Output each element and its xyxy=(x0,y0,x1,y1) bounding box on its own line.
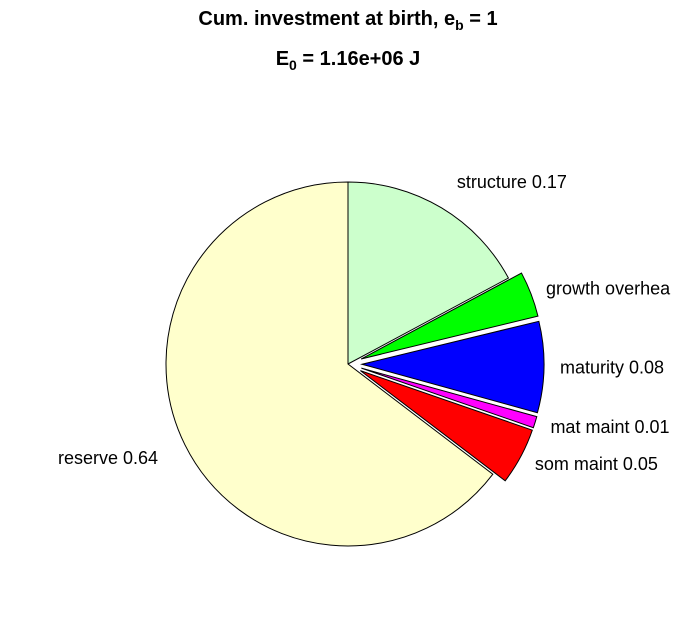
chart-subtitle: E0 = 1.16e+06 J xyxy=(275,48,421,73)
pie-slice-3 xyxy=(361,367,538,429)
pie-slice-5 xyxy=(165,181,494,547)
pie-slice-1 xyxy=(360,272,539,360)
pie-labels: structure 0.17 growth overhea maturity 0.0… xyxy=(58,172,671,474)
pie-label-3: mat maint 0.01 xyxy=(550,417,669,437)
pie-label-5: reserve 0.64 xyxy=(58,448,158,468)
pie-label-0: structure 0.17 xyxy=(457,172,567,192)
pie-slices xyxy=(165,181,545,547)
pie-slice-2 xyxy=(360,320,545,414)
pie-label-4: som maint 0.05 xyxy=(535,454,658,474)
pie-slice-4 xyxy=(360,370,533,482)
pie-label-2: maturity 0.08 xyxy=(560,357,664,377)
pie-label-1: growth overhea xyxy=(546,278,671,298)
chart-title: Cum. investment at birth, eb = 1 xyxy=(198,8,498,33)
pie-slice-0 xyxy=(347,181,510,365)
